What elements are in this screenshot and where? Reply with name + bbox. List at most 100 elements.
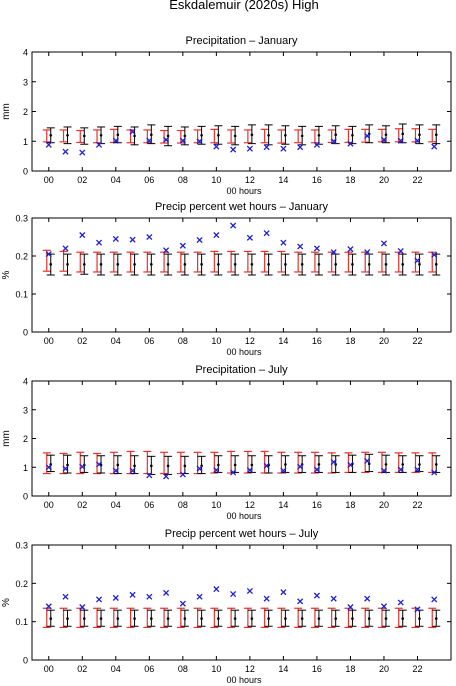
- cross-marker: [397, 466, 404, 473]
- cross-marker: [62, 245, 69, 252]
- observed-mid-point: [116, 263, 120, 266]
- observed-mid-point: [284, 617, 287, 620]
- plot-frame: [31, 51, 452, 172]
- figure-title: Eskdalemuir (2020s) High: [169, 0, 319, 12]
- cross-marker: [146, 593, 153, 600]
- observed-mid-point: [267, 263, 270, 266]
- observed-mid-point: [99, 617, 103, 620]
- x-tick-label: 06: [144, 500, 154, 510]
- observed-mid-point: [401, 617, 405, 620]
- observed-mid-point: [82, 263, 86, 266]
- y-tick-label: 1: [23, 463, 28, 473]
- cross-marker: [179, 600, 186, 607]
- x-tick-label: 06: [144, 175, 154, 185]
- cross-marker: [431, 251, 438, 258]
- cross-marker: [196, 593, 203, 600]
- cross-marker: [330, 595, 337, 602]
- chart-panel-4: Precip percent wet hours – July 0 0.1 0.2 0.…: [1, 528, 452, 685]
- observed-mid-point: [317, 617, 321, 620]
- x-axis-label: 00 hours: [226, 511, 262, 521]
- cross-marker: [163, 247, 170, 254]
- observed-mid-point: [49, 134, 53, 137]
- observed-mid-point: [401, 263, 405, 266]
- y-tick-label: 3: [23, 77, 28, 87]
- cross-marker: [246, 467, 253, 474]
- cross-marker: [364, 132, 371, 139]
- cross-marker: [246, 234, 253, 241]
- x-tick-label: 02: [77, 336, 87, 346]
- cross-marker: [380, 240, 388, 247]
- x-tick-label: 20: [379, 175, 389, 185]
- x-tick-label: 14: [278, 500, 288, 510]
- cross-marker: [330, 249, 337, 256]
- observed-mid-point: [200, 134, 203, 137]
- cross-marker: [297, 463, 304, 470]
- x-tick-label: 02: [77, 175, 87, 185]
- observed-mid-point: [150, 617, 153, 620]
- x-tick-label: 02: [77, 664, 87, 674]
- cross-marker: [397, 248, 404, 255]
- cross-marker: [230, 222, 237, 229]
- observed-mid-point: [116, 133, 120, 137]
- chart-title: Precipitation – January: [186, 35, 298, 47]
- cross-marker: [280, 467, 287, 474]
- y-tick-label: 4: [23, 48, 28, 58]
- cross-marker: [146, 137, 153, 144]
- cross-marker: [347, 604, 354, 611]
- observed-mid-point: [284, 463, 287, 466]
- y-tick-label: 2: [23, 107, 28, 117]
- x-tick-label: 12: [245, 336, 255, 346]
- observed-mid-point: [351, 617, 354, 620]
- x-tick-label: 20: [379, 500, 389, 510]
- y-tick-label: 4: [23, 377, 28, 387]
- cross-marker: [297, 144, 304, 151]
- x-tick-label: 14: [278, 175, 288, 185]
- y-tick-label: 0: [23, 656, 28, 666]
- observed-mid-point: [116, 617, 120, 620]
- observed-mid-point: [334, 133, 337, 137]
- x-tick-label: 00: [44, 175, 54, 185]
- cross-marker: [313, 592, 320, 599]
- observed-mid-point: [49, 617, 53, 620]
- observed-mid-point: [351, 263, 354, 266]
- cross-marker: [79, 232, 86, 239]
- cross-marker: [263, 462, 270, 469]
- cross-marker: [213, 467, 220, 474]
- cross-marker: [380, 603, 388, 610]
- cross-marker: [246, 587, 253, 595]
- cross-marker: [313, 466, 320, 473]
- x-tick-label: 08: [178, 500, 188, 510]
- observed-mid-point: [267, 134, 270, 137]
- observed-mid-point: [250, 263, 254, 266]
- observed-mid-point: [217, 134, 220, 137]
- x-tick-label: 04: [111, 336, 121, 346]
- cross-marker: [213, 586, 220, 593]
- observed-mid-point: [82, 617, 86, 620]
- cross-marker: [45, 141, 52, 148]
- x-tick-label: 10: [211, 175, 221, 185]
- observed-mid-point: [233, 617, 237, 620]
- x-axis-label: 00 hours: [226, 186, 262, 196]
- cross-marker: [230, 146, 237, 153]
- observed-mid-point: [49, 263, 53, 266]
- observed-mid-point: [217, 617, 220, 620]
- observed-mid-point: [66, 617, 69, 620]
- x-tick-label: 18: [345, 175, 355, 185]
- cross-marker: [397, 599, 404, 606]
- y-tick-label: 0.3: [15, 541, 28, 551]
- cross-marker: [179, 471, 186, 478]
- observed-mid-point: [133, 617, 136, 620]
- observed-mid-point: [66, 263, 69, 266]
- observed-mid-point: [300, 617, 304, 620]
- cross-marker: [397, 137, 404, 144]
- cross-marker: [230, 591, 237, 598]
- cross-marker: [95, 141, 103, 148]
- cross-marker: [297, 243, 304, 250]
- cross-marker: [280, 239, 287, 246]
- observed-mid-point: [233, 463, 237, 467]
- observed-mid-point: [250, 463, 254, 467]
- observed-mid-point: [418, 133, 421, 137]
- cross-marker: [112, 594, 119, 601]
